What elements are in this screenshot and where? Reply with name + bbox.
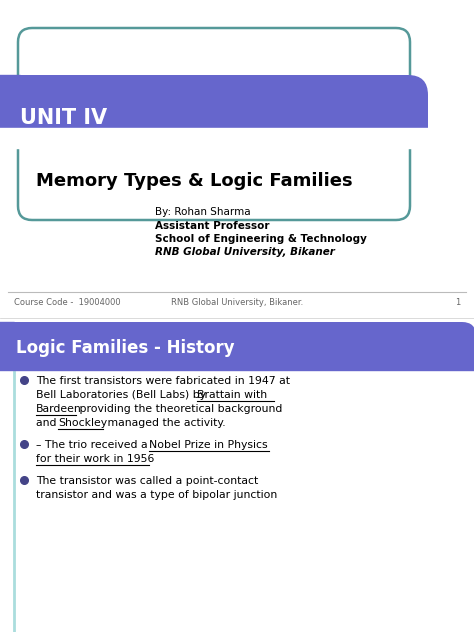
Text: transistor and was a type of bipolar junction: transistor and was a type of bipolar jun… bbox=[36, 490, 277, 500]
Text: managed the activity.: managed the activity. bbox=[104, 418, 226, 428]
FancyBboxPatch shape bbox=[0, 322, 474, 368]
Text: for their work in 1956: for their work in 1956 bbox=[36, 454, 155, 464]
Bar bbox=[0, 352, 474, 370]
FancyBboxPatch shape bbox=[0, 75, 428, 147]
Text: School of Engineering & Technology: School of Engineering & Technology bbox=[155, 234, 367, 244]
Text: Bell Laboratories (Bell Labs) by: Bell Laboratories (Bell Labs) by bbox=[36, 390, 210, 400]
Text: RNB Global University, Bikaner: RNB Global University, Bikaner bbox=[155, 247, 335, 257]
Text: 1: 1 bbox=[455, 298, 460, 307]
Bar bbox=[0, 322, 14, 368]
Text: Logic Families - History: Logic Families - History bbox=[16, 339, 235, 357]
Text: By: Rohan Sharma: By: Rohan Sharma bbox=[155, 207, 251, 217]
Text: – The trio received a: – The trio received a bbox=[36, 440, 151, 450]
Text: RNB Global University, Bikaner.: RNB Global University, Bikaner. bbox=[171, 298, 303, 307]
Text: .: . bbox=[149, 454, 152, 464]
Text: and: and bbox=[36, 418, 60, 428]
Text: Brattain with: Brattain with bbox=[197, 390, 267, 400]
FancyBboxPatch shape bbox=[18, 28, 410, 220]
Text: UNIT IV: UNIT IV bbox=[20, 108, 107, 128]
Text: Assistant Professor: Assistant Professor bbox=[155, 221, 270, 231]
Text: Memory Types & Logic Families: Memory Types & Logic Families bbox=[36, 172, 353, 190]
Text: Nobel Prize in Physics: Nobel Prize in Physics bbox=[149, 440, 268, 450]
Bar bbox=[0, 128, 430, 148]
Text: The transistor was called a point-contact: The transistor was called a point-contac… bbox=[36, 476, 258, 486]
Text: providing the theoretical background: providing the theoretical background bbox=[76, 404, 283, 414]
Bar bbox=[0, 75, 20, 147]
Text: Course Code -  19004000: Course Code - 19004000 bbox=[14, 298, 120, 307]
Text: Bardeen: Bardeen bbox=[36, 404, 82, 414]
Text: The first transistors were fabricated in 1947 at: The first transistors were fabricated in… bbox=[36, 376, 290, 386]
Text: Shockley: Shockley bbox=[58, 418, 107, 428]
